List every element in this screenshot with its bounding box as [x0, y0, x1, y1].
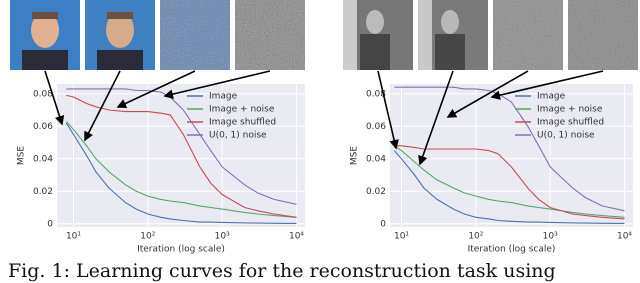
y-tick-label: 0.08: [33, 89, 53, 99]
y-tick-label: 0.02: [366, 187, 386, 197]
thumbnails-right: [343, 0, 638, 70]
y-tick-label: 0: [380, 219, 386, 229]
arrow: [377, 70, 399, 150]
series-line: [393, 150, 625, 224]
x-axis-label: Iteration (log scale): [468, 245, 556, 255]
legend-label: Image + noise: [209, 105, 275, 115]
arrow: [84, 70, 121, 142]
series-line: [66, 94, 297, 218]
x-tick-label: 10³: [543, 232, 558, 242]
arrow: [418, 70, 454, 166]
y-axis-label: MSE: [17, 146, 27, 165]
legend-label: Image shuffled: [209, 118, 276, 128]
legend-label: U(0, 1) noise: [537, 131, 595, 141]
x-tick-label: 10⁴: [617, 232, 632, 242]
y-tick-label: 0.06: [33, 122, 53, 132]
series-line: [393, 145, 625, 218]
chart: 0 0.02 0.04 0.06 0.08 10¹ 10² 10³ 10⁴ Image Image …: [17, 70, 305, 255]
x-tick-label: 10¹: [66, 232, 81, 242]
arrow: [44, 70, 65, 126]
y-tick-label: 0: [47, 219, 53, 229]
caption: Fig. 1: Learning curves for the reconstr…: [8, 260, 556, 282]
series-line: [394, 145, 625, 220]
y-tick-label: 0.08: [366, 89, 386, 99]
legend-label: Image: [537, 92, 566, 102]
y-tick-label: 0.04: [33, 154, 53, 164]
y-axis-label: MSE: [350, 146, 360, 165]
chart: 0 0.02 0.04 0.06 0.08 10¹ 10² 10³ 10⁴ Image Image …: [350, 70, 633, 255]
arrow: [116, 70, 196, 108]
y-tick-label: 0.04: [366, 154, 386, 164]
x-tick-label: 10¹: [394, 232, 409, 242]
series-line: [65, 122, 297, 224]
x-tick-label: 10⁴: [289, 232, 304, 242]
thumbnails-left: [10, 0, 305, 70]
x-tick-label: 10²: [140, 232, 155, 242]
legend-label: Image: [209, 92, 238, 102]
arrow: [163, 70, 271, 99]
arrow: [446, 70, 529, 118]
y-tick-label: 0.02: [33, 187, 53, 197]
x-axis-label: Iteration (log scale): [137, 245, 225, 255]
legend-label: Image shuffled: [537, 118, 604, 128]
legend-label: Image + noise: [537, 105, 603, 115]
series-line: [65, 121, 297, 218]
x-tick-label: 10²: [468, 232, 483, 242]
y-tick-label: 0.06: [366, 122, 386, 132]
arrow: [490, 70, 604, 100]
legend-label: U(0, 1) noise: [209, 131, 267, 141]
x-tick-label: 10³: [215, 232, 230, 242]
